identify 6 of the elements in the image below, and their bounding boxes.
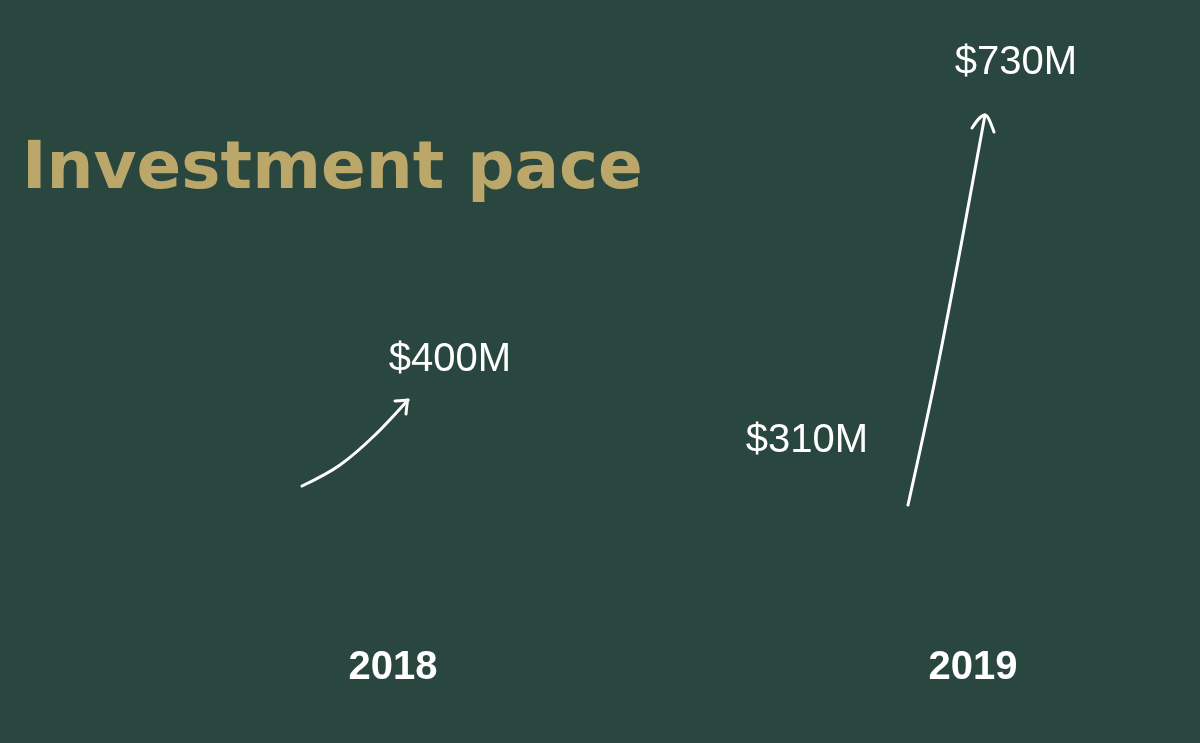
data-label: $310M [745,416,869,460]
text: Investment pace [22,127,643,204]
category-label: 2019 [928,643,1018,687]
data-label: $400M [388,335,512,379]
category-label: 2018 [348,643,438,687]
data-label: $730M [954,38,1078,82]
